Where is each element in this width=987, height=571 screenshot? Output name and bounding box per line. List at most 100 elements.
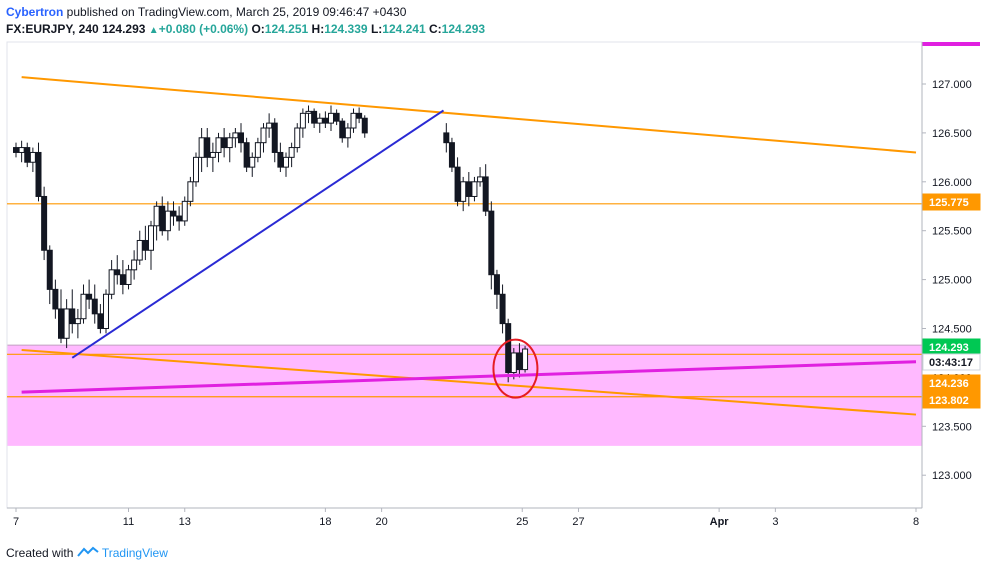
price-tick-label-0: 127.000 bbox=[932, 79, 972, 91]
candle-body-30 bbox=[181, 200, 188, 222]
candle-body-1 bbox=[18, 147, 25, 153]
candle-body-53 bbox=[311, 110, 318, 124]
symbol-line: FX:EURJPY, 240 124.293 ▲+0.080 (+0.06%) … bbox=[6, 21, 485, 39]
annotation-layer bbox=[492, 338, 539, 399]
candle-body-22 bbox=[136, 239, 143, 261]
price-tag-label-4: 125.775 bbox=[929, 197, 969, 209]
candle-body-59 bbox=[344, 127, 351, 139]
candle-body-54 bbox=[316, 117, 323, 124]
candle-body-35 bbox=[209, 151, 216, 158]
candles-layer bbox=[13, 105, 529, 383]
candle-body-4 bbox=[35, 151, 42, 197]
candle-body-24 bbox=[148, 225, 154, 251]
close-label: C: bbox=[429, 22, 442, 36]
candle-body-68 bbox=[471, 181, 478, 197]
time-tick-label-6: 27 bbox=[572, 516, 584, 528]
candle-body-52 bbox=[305, 110, 312, 114]
price-tags-layer: 124.293 03:43:17 124.236 123.802 125.775 bbox=[922, 193, 981, 409]
price-tick-label-4: 125.000 bbox=[932, 275, 972, 287]
candle-body-13 bbox=[86, 293, 93, 300]
candle-body-69 bbox=[477, 176, 484, 183]
up-triangle-icon: ▲ bbox=[148, 25, 159, 36]
candle-body-48 bbox=[283, 156, 289, 168]
price-tag-bg-4 bbox=[922, 193, 981, 211]
time-tick-label-9: 8 bbox=[913, 516, 919, 528]
candle-body-9 bbox=[63, 308, 70, 339]
candle-body-38 bbox=[226, 137, 233, 149]
candle-body-26 bbox=[159, 205, 166, 232]
candle-body-10 bbox=[69, 308, 76, 325]
candle-body-67 bbox=[465, 181, 472, 197]
candle-body-31 bbox=[187, 181, 194, 202]
candle-body-65 bbox=[454, 166, 461, 202]
time-tick-label-3: 18 bbox=[319, 516, 331, 528]
price-tick-label-3: 125.500 bbox=[932, 226, 972, 238]
candle-body-8 bbox=[58, 308, 64, 339]
candle-body-29 bbox=[176, 215, 183, 222]
candle-body-19 bbox=[119, 274, 126, 285]
candle-body-44 bbox=[260, 127, 267, 144]
symbol-label: FX:EURJPY, 240 bbox=[6, 22, 99, 36]
axes-layer: 127.000 126.500 126.000 125.500 125.000 124.5… bbox=[7, 42, 972, 528]
candle-body-37 bbox=[221, 137, 228, 149]
time-tick-label-5: 25 bbox=[516, 516, 528, 528]
candle-body-64 bbox=[448, 142, 455, 168]
candle-body-57 bbox=[333, 112, 340, 122]
candle-body-27 bbox=[164, 210, 171, 232]
last-price: 124.293 bbox=[102, 22, 146, 36]
highlight-circle bbox=[492, 338, 539, 399]
candle-body-20 bbox=[125, 269, 132, 285]
time-tick-label-7: Apr bbox=[710, 516, 730, 528]
candle-body-55 bbox=[322, 117, 329, 124]
candle-body-11 bbox=[74, 318, 81, 325]
candle-body-61 bbox=[356, 112, 363, 119]
high-label: H: bbox=[311, 22, 325, 36]
price-tick-label-5: 124.500 bbox=[932, 324, 972, 336]
price-tick-label-2: 126.000 bbox=[932, 177, 972, 189]
tradingview-brand[interactable]: TradingView bbox=[101, 546, 168, 560]
created-with-text: Created with bbox=[6, 546, 74, 560]
price-tag-bg-2 bbox=[922, 374, 981, 392]
price-chart[interactable]: 127.000 126.500 126.000 125.500 125.000 124.5… bbox=[0, 0, 987, 540]
candle-body-3 bbox=[29, 151, 36, 163]
time-tick-label-4: 20 bbox=[376, 516, 388, 528]
candle-body-39 bbox=[232, 132, 239, 139]
candle-body-21 bbox=[131, 259, 138, 271]
candle-body-6 bbox=[46, 249, 53, 290]
price-tag-label-2: 124.236 bbox=[929, 378, 969, 390]
candle-body-47 bbox=[277, 151, 284, 168]
candle-body-41 bbox=[243, 142, 250, 168]
candle-body-7 bbox=[52, 288, 59, 310]
candle-body-58 bbox=[339, 120, 346, 139]
low-value: 124.241 bbox=[382, 22, 426, 36]
price-tag-label-1: 03:43:17 bbox=[929, 357, 973, 369]
candle-body-12 bbox=[80, 293, 87, 320]
candle-body-63 bbox=[443, 132, 450, 144]
candle-body-77 bbox=[522, 348, 529, 371]
candle-body-50 bbox=[294, 127, 301, 149]
candle-body-34 bbox=[204, 137, 211, 158]
time-tick-label-0: 7 bbox=[13, 516, 19, 528]
candle-body-0 bbox=[13, 147, 19, 153]
high-value: 124.339 bbox=[324, 22, 368, 36]
candle-body-51 bbox=[299, 112, 306, 129]
time-tick-label-1: 11 bbox=[123, 516, 134, 528]
candle-body-46 bbox=[271, 122, 278, 153]
author-link[interactable]: Cybertron bbox=[6, 5, 64, 19]
price-tag-bg-1 bbox=[922, 353, 981, 371]
candle-body-14 bbox=[91, 298, 98, 315]
tradingview-logo-icon bbox=[76, 546, 102, 560]
candle-body-45 bbox=[266, 122, 273, 129]
candle-body-75 bbox=[510, 352, 517, 374]
candle-body-16 bbox=[103, 293, 109, 329]
footer: Created with TradingView bbox=[6, 545, 168, 561]
low-label: L: bbox=[370, 22, 383, 36]
candle-body-60 bbox=[350, 112, 357, 129]
candle-body-25 bbox=[153, 205, 160, 227]
candle-body-40 bbox=[238, 132, 244, 144]
candle-body-71 bbox=[488, 210, 495, 276]
candle-body-73 bbox=[499, 293, 506, 325]
candle-body-76 bbox=[516, 352, 523, 371]
candle-body-70 bbox=[482, 176, 489, 212]
trendline-2 bbox=[71, 109, 445, 359]
